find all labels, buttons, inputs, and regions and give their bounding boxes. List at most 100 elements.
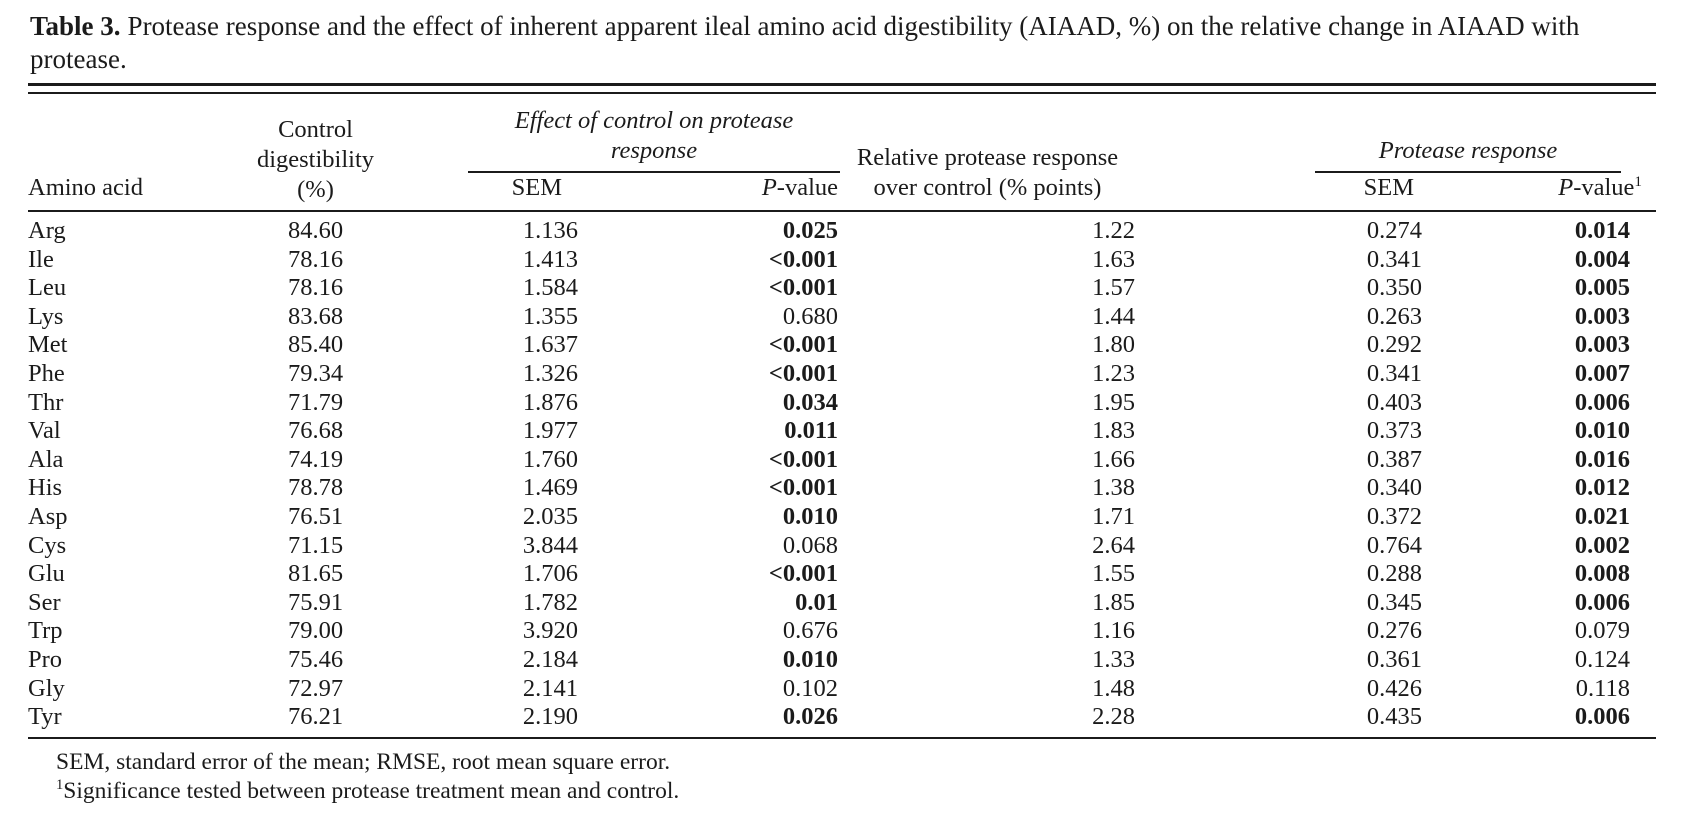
cell-sem-protease: 0.350 — [1366, 274, 1422, 302]
cell-sem-protease: 0.276 — [1366, 617, 1422, 645]
cell-sem-protease: 0.426 — [1366, 674, 1422, 702]
data-table: Amino acid Control digestibility (%) Eff… — [28, 94, 1656, 739]
table-row: Pro 75.46 2.184 0.010 1.33 0.361 0.124 — [28, 646, 1656, 675]
cell-pvalue-effect: 0.010 — [782, 502, 838, 530]
cell-relative-response: 1.63 — [1092, 245, 1135, 273]
cell-amino-acid: Cys — [28, 531, 67, 559]
table-row: Phe 79.34 1.326 <0.001 1.23 0.341 0.007 — [28, 360, 1656, 389]
spanner-effect-of-control: Effect of control on protease response — [403, 94, 840, 173]
cell-control-digestibility: 75.46 — [287, 645, 344, 673]
cell-amino-acid: Gly — [28, 674, 65, 702]
table-row: Gly 72.97 2.141 0.102 1.48 0.426 0.118 — [28, 675, 1656, 704]
cell-relative-response: 2.28 — [840, 703, 1135, 739]
cell-pvalue-effect: 0.680 — [782, 302, 838, 330]
cell-pvalue-effect: 0.034 — [782, 388, 838, 416]
spanner-protease-response-label: Protease response — [1315, 136, 1621, 173]
cell-control-digestibility: 85.40 — [287, 331, 344, 359]
col-header-relative-protease-response: Relative protease response over control … — [856, 144, 1119, 201]
cell-pvalue-protease: 0.012 — [1574, 474, 1630, 502]
cell-pvalue-protease: 0.014 — [1422, 210, 1656, 246]
cell-relative-response: 1.80 — [1092, 331, 1135, 359]
cell-control-digestibility: 78.78 — [287, 474, 344, 502]
cell-pvalue-protease: 0.005 — [1574, 274, 1630, 302]
cell-relative-response: 1.66 — [1092, 445, 1135, 473]
cell-control-digestibility: 84.60 — [228, 210, 403, 246]
table-row: Cys 71.15 3.844 0.068 2.64 0.764 0.002 — [28, 532, 1656, 561]
footnotes: SEM, standard error of the mean; RMSE, r… — [56, 748, 1656, 807]
pvalue-rest: -value — [776, 174, 838, 201]
cell-relative-response: 1.22 — [840, 210, 1135, 246]
cell-relative-response: 1.48 — [1092, 674, 1135, 702]
cell-sem-effect: 2.184 — [522, 645, 578, 673]
cell-amino-acid: Thr — [28, 388, 64, 416]
cell-pvalue-protease: 0.124 — [1574, 645, 1630, 673]
cell-relative-response: 2.64 — [1092, 531, 1135, 559]
cell-sem-protease: 0.372 — [1366, 502, 1422, 530]
cell-control-digestibility: 81.65 — [287, 560, 344, 588]
table-row: Ile 78.16 1.413 <0.001 1.63 0.341 0.004 — [28, 246, 1656, 275]
cell-relative-response: 1.23 — [1092, 359, 1135, 387]
cell-relative-response: 1.16 — [1092, 617, 1135, 645]
cell-amino-acid: His — [28, 474, 63, 502]
cell-pvalue-protease: 0.003 — [1574, 331, 1630, 359]
cell-pvalue-effect: <0.001 — [768, 331, 838, 359]
cell-sem-protease: 0.764 — [1366, 531, 1422, 559]
cell-pvalue-protease: 0.006 — [1574, 588, 1630, 616]
cell-sem-effect: 1.977 — [522, 417, 578, 445]
cell-sem-effect: 1.706 — [522, 560, 578, 588]
cell-amino-acid: Met — [28, 331, 68, 359]
cell-control-digestibility: 78.16 — [287, 274, 344, 302]
cell-pvalue-effect: <0.001 — [768, 560, 838, 588]
cell-pvalue-protease: 0.021 — [1574, 502, 1630, 530]
table-row: Thr 71.79 1.876 0.034 1.95 0.403 0.006 — [28, 389, 1656, 418]
cell-control-digestibility: 78.16 — [287, 245, 344, 273]
cell-sem-effect: 1.760 — [522, 445, 578, 473]
cell-amino-acid: Lys — [28, 302, 64, 330]
spanner-protease-response: Protease response — [1135, 94, 1656, 173]
cell-pvalue-protease: 0.016 — [1574, 445, 1630, 473]
cell-sem-protease: 0.345 — [1366, 588, 1422, 616]
pvalue-p-italic: P — [761, 174, 777, 201]
table-row: Trp 79.00 3.920 0.676 1.16 0.276 0.079 — [28, 617, 1656, 646]
footnote-significance-marker: 1 — [56, 777, 64, 794]
cell-control-digestibility: 72.97 — [287, 674, 344, 702]
cell-control-digestibility: 76.68 — [287, 417, 344, 445]
cell-pvalue-effect: 0.01 — [795, 588, 838, 616]
cell-pvalue-protease: 0.003 — [1574, 302, 1630, 330]
cell-sem-effect: 1.584 — [522, 274, 578, 302]
pvalue-p-italic: P — [1558, 174, 1574, 201]
cell-relative-response: 1.55 — [1092, 560, 1135, 588]
table-row: Arg 84.60 1.136 0.025 1.22 0.274 0.014 — [28, 210, 1656, 246]
cell-sem-protease: 0.288 — [1366, 560, 1422, 588]
cell-relative-response: 1.38 — [1092, 474, 1135, 502]
cell-sem-effect: 2.035 — [522, 502, 578, 530]
cell-control-digestibility: 76.51 — [287, 502, 344, 530]
cell-pvalue-protease: 0.118 — [1575, 674, 1630, 702]
cell-sem-protease: 0.361 — [1366, 645, 1422, 673]
table-row: Asp 76.51 2.035 0.010 1.71 0.372 0.021 — [28, 503, 1656, 532]
cell-relative-response: 1.57 — [1092, 274, 1135, 302]
cell-sem-effect: 1.782 — [522, 588, 578, 616]
cell-relative-response: 1.33 — [1092, 645, 1135, 673]
table-row: Leu 78.16 1.584 <0.001 1.57 0.350 0.005 — [28, 274, 1656, 303]
cell-pvalue-effect: 0.676 — [782, 617, 838, 645]
cell-pvalue-effect: <0.001 — [768, 245, 838, 273]
col-header-pvalue-effect: P-value — [578, 173, 840, 211]
cell-sem-protease: 0.274 — [1135, 210, 1422, 246]
cell-sem-effect: 1.136 — [403, 210, 578, 246]
cell-amino-acid: Ser — [28, 588, 61, 616]
cell-sem-effect: 3.920 — [522, 617, 578, 645]
top-double-rule — [28, 83, 1656, 94]
cell-pvalue-effect: 0.010 — [782, 645, 838, 673]
cell-pvalue-protease: 0.002 — [1574, 531, 1630, 559]
cell-sem-protease: 0.341 — [1366, 359, 1422, 387]
table-caption-label: Table 3. — [30, 11, 121, 41]
cell-sem-protease: 0.435 — [1135, 703, 1422, 739]
cell-sem-protease: 0.387 — [1366, 445, 1422, 473]
cell-sem-effect: 1.413 — [522, 245, 578, 273]
cell-sem-effect: 1.637 — [522, 331, 578, 359]
cell-pvalue-effect: 0.025 — [578, 210, 840, 246]
pvalue-footnote-marker: 1 — [1634, 172, 1642, 190]
cell-amino-acid: Leu — [28, 274, 67, 302]
cell-control-digestibility: 71.79 — [287, 388, 344, 416]
